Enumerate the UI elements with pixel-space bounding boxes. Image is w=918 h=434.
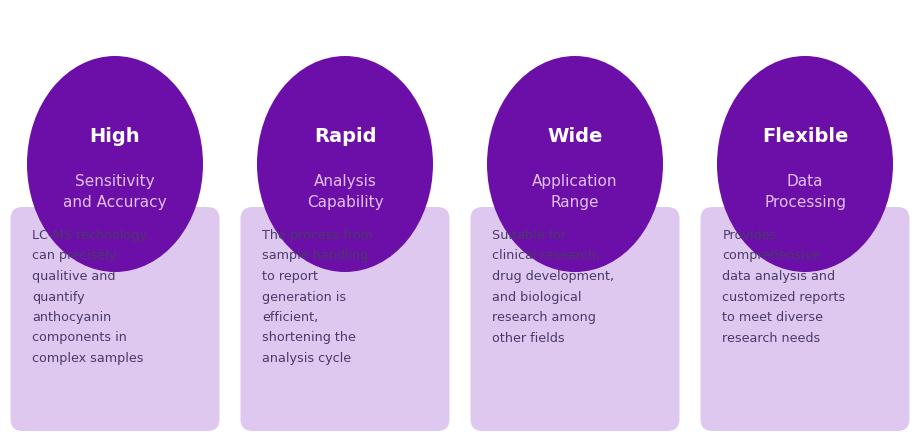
Text: Provides
comprehensive
data analysis and
customized reports
to meet diverse
rese: Provides comprehensive data analysis and… [722, 229, 845, 345]
FancyBboxPatch shape [471, 207, 679, 431]
Ellipse shape [717, 56, 893, 272]
Ellipse shape [487, 56, 663, 272]
FancyBboxPatch shape [10, 207, 219, 431]
Ellipse shape [257, 56, 433, 272]
Text: Wide: Wide [547, 126, 603, 145]
Text: Data
Processing: Data Processing [764, 174, 846, 210]
Text: High: High [90, 126, 140, 145]
FancyBboxPatch shape [700, 207, 910, 431]
Text: Flexible: Flexible [762, 126, 848, 145]
Text: The process from
sample handling
to report
generation is
efficient,
shortening t: The process from sample handling to repo… [263, 229, 374, 365]
Ellipse shape [27, 56, 203, 272]
FancyBboxPatch shape [241, 207, 450, 431]
Text: Rapid: Rapid [314, 126, 376, 145]
Text: LC-MS technology
can precisely
qualitive and
quantify
anthocyanin
components in
: LC-MS technology can precisely qualitive… [32, 229, 148, 365]
Text: Analysis
Capability: Analysis Capability [307, 174, 384, 210]
Text: Application
Range: Application Range [532, 174, 618, 210]
Text: Sensitivity
and Accuracy: Sensitivity and Accuracy [63, 174, 167, 210]
Text: Suitable for
clinical research,
drug development,
and biological
research among
: Suitable for clinical research, drug dev… [492, 229, 615, 345]
